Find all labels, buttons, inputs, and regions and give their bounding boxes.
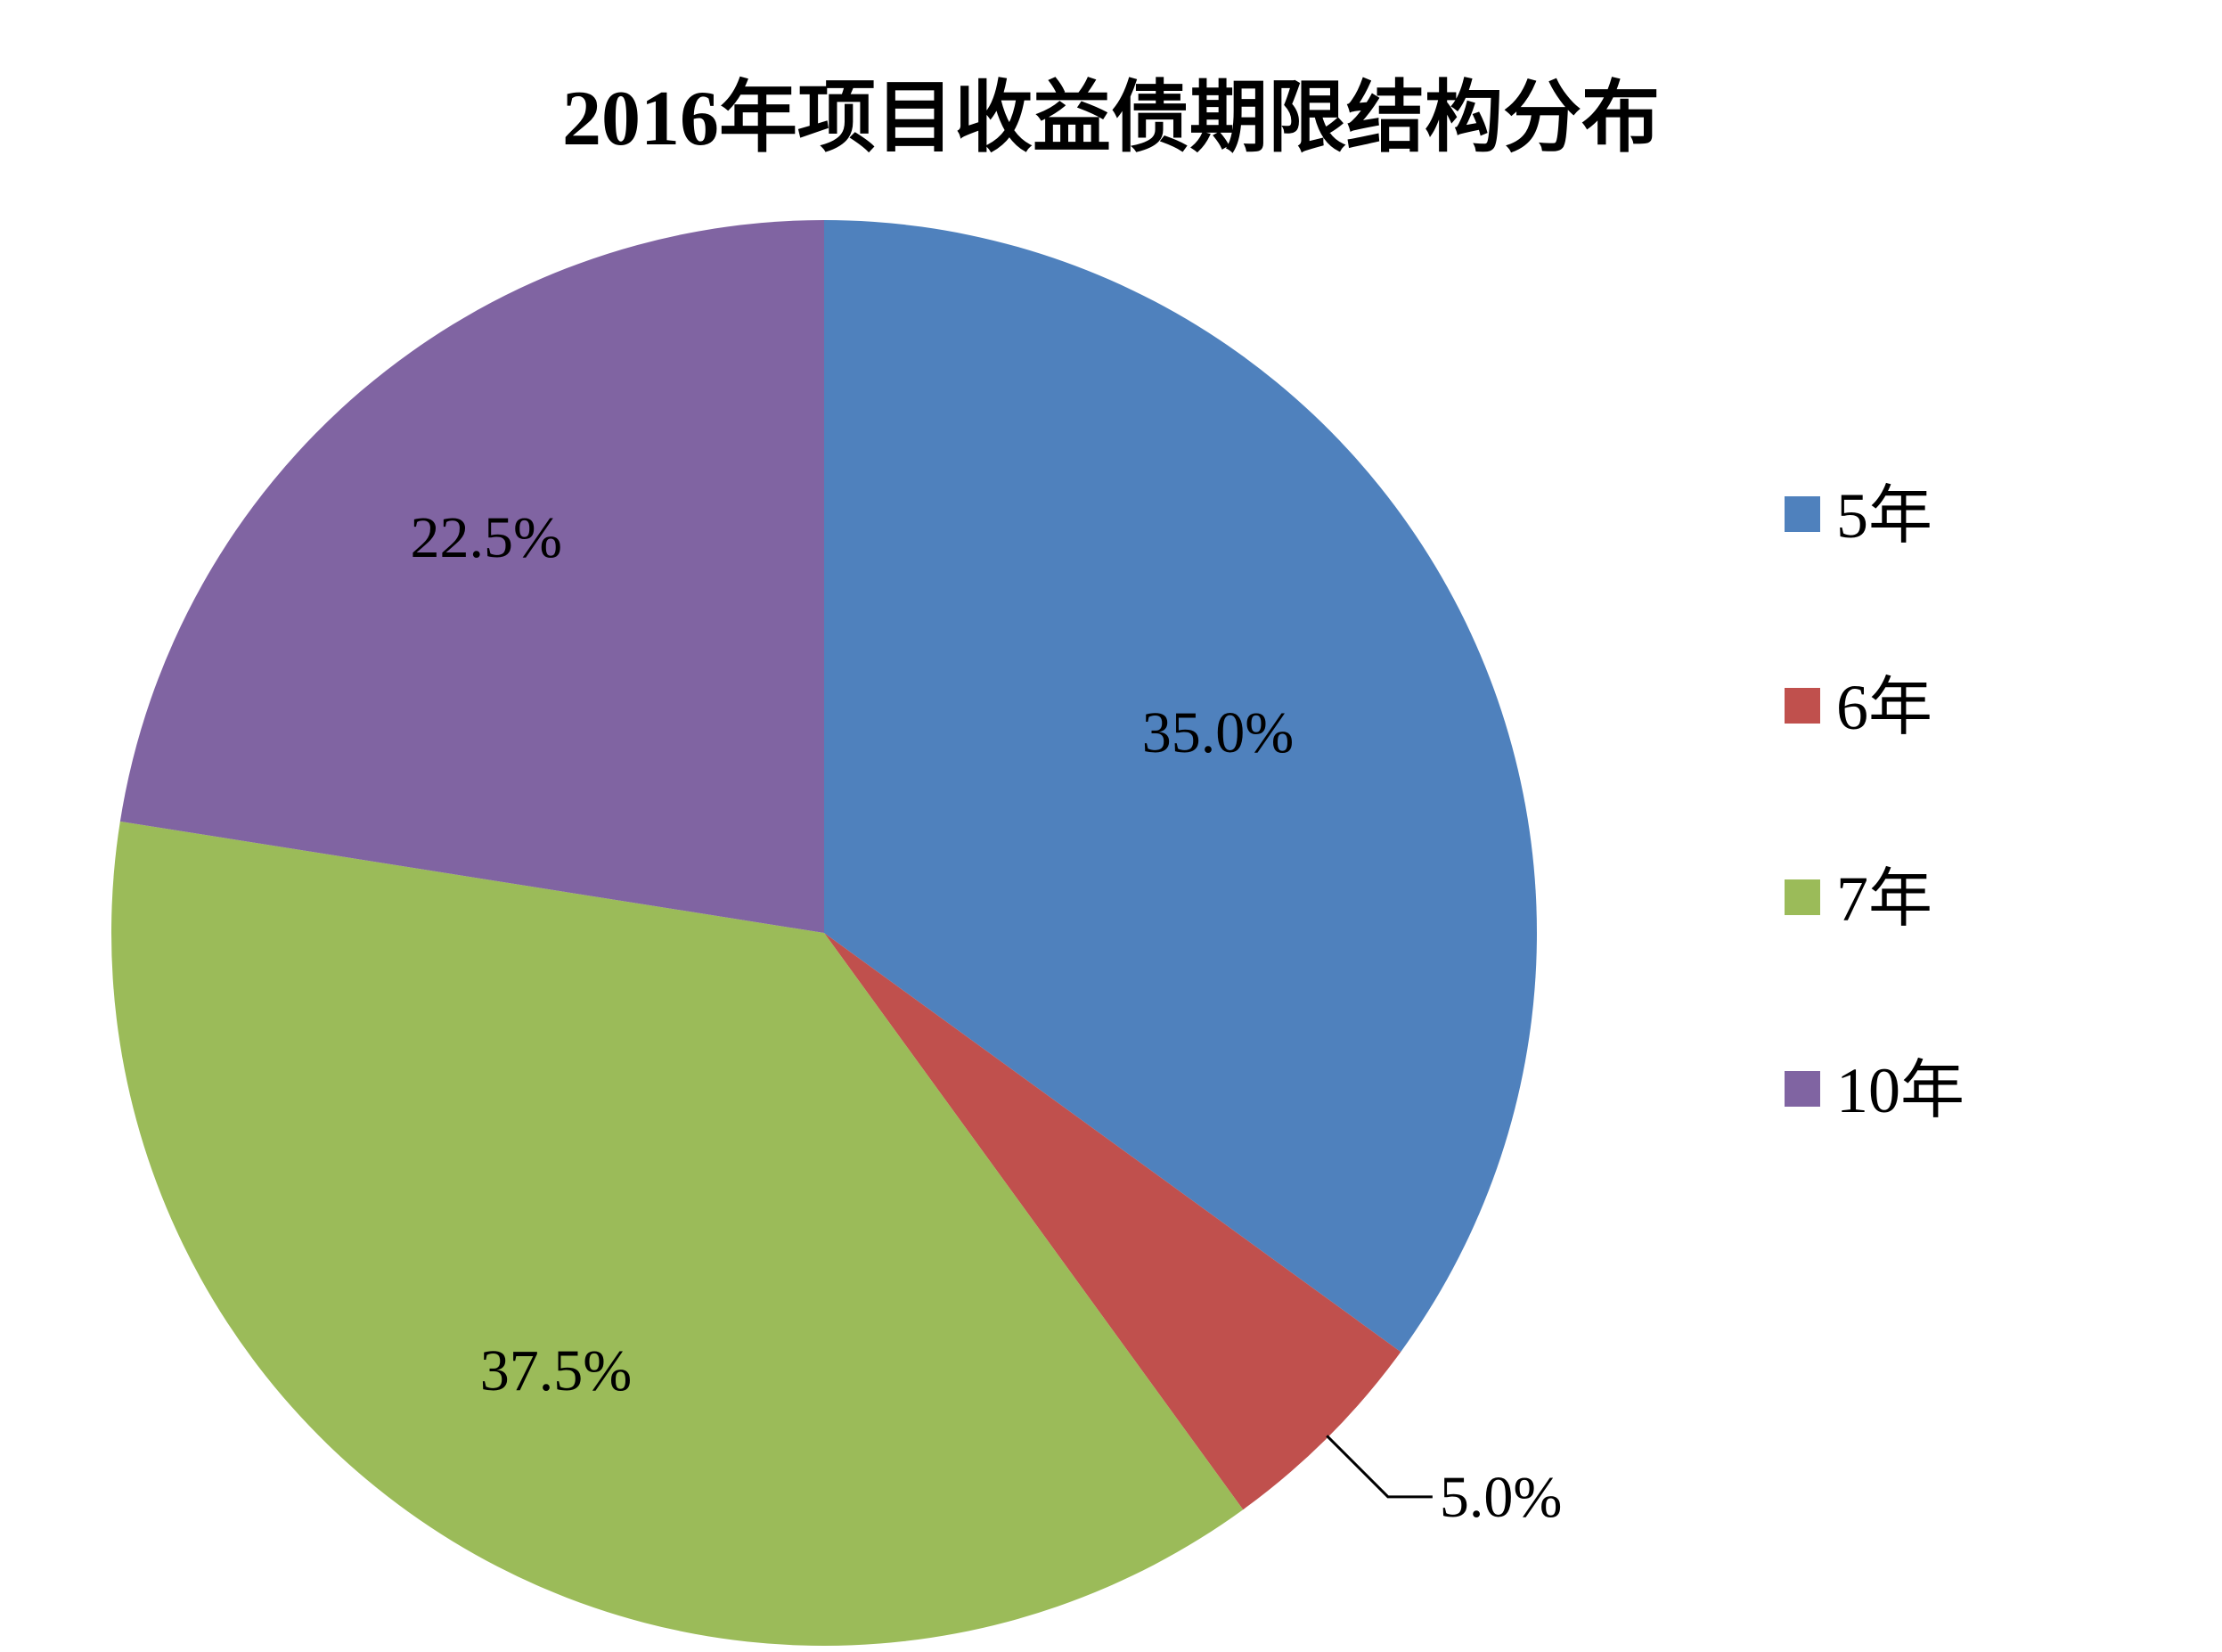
slice-label-7: 37.5%: [480, 1338, 632, 1403]
chart-title: 2016年项目收益债期限结构分布: [562, 76, 1660, 162]
legend-swatch-7: [1785, 879, 1820, 915]
legend-label-7: 7年: [1836, 863, 1932, 935]
pie-slice-5: [824, 220, 1537, 1353]
legend-swatch-6: [1785, 688, 1820, 724]
legend-label-10: 10年: [1836, 1055, 1965, 1126]
pie-slice-10: [119, 220, 824, 933]
slice-label-10: 22.5%: [410, 505, 561, 570]
legend-swatch-10: [1785, 1071, 1820, 1107]
slice-label-6: 5.0%: [1440, 1465, 1562, 1530]
chart-legend: 5年 6年 7年 10年: [1785, 480, 1965, 1126]
pie-slice-labels: 35.0% 5.0% 37.5% 22.5%: [410, 505, 1562, 1530]
legend-label-5: 5年: [1836, 480, 1932, 552]
legend-swatch-5: [1785, 496, 1820, 532]
slice-label-5: 35.0%: [1142, 700, 1294, 765]
pie-slice-6: [824, 933, 1401, 1510]
pie-slice-7: [111, 821, 1244, 1646]
legend-label-6: 6年: [1836, 672, 1932, 743]
pie-slices: [111, 220, 1537, 1646]
slice-leader-line-6: [1326, 1435, 1433, 1499]
